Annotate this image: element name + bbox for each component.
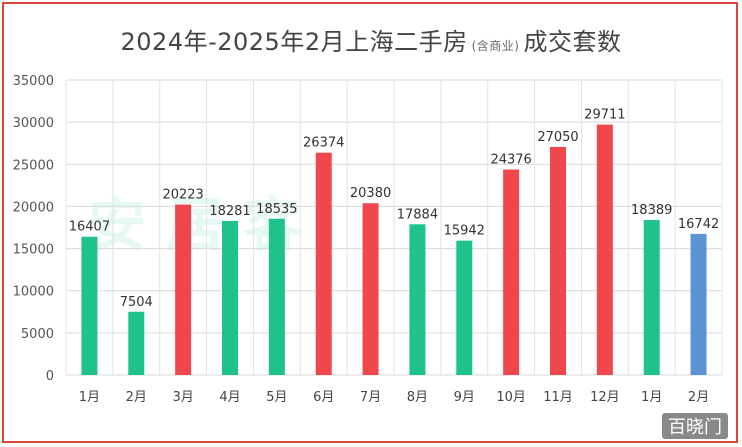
bar (503, 169, 520, 375)
bar (128, 311, 145, 375)
data-label: 27050 (537, 130, 578, 145)
y-tick-label: 15000 (13, 243, 54, 258)
x-tick-label: 4月 (219, 390, 240, 405)
data-label: 15942 (444, 224, 485, 239)
data-label: 16742 (678, 217, 719, 232)
bar (550, 147, 566, 375)
chart-title: 2024年-2025年2月上海二手房 (含商业) 成交套数 (0, 22, 742, 57)
title-small: (含商业) (471, 39, 520, 53)
data-label: 18535 (256, 202, 297, 217)
y-tick-label: 25000 (13, 158, 54, 173)
x-tick-label: 2月 (688, 390, 709, 405)
data-label: 18389 (631, 203, 672, 218)
y-tick-label: 5000 (21, 327, 54, 342)
bar (175, 204, 192, 375)
y-tick-label: 30000 (13, 116, 54, 131)
data-label: 29711 (584, 108, 625, 123)
bar (596, 124, 613, 376)
x-tick-label: 9月 (454, 390, 475, 405)
x-tick-label: 11月 (543, 390, 573, 405)
x-tick-label: 3月 (173, 390, 194, 405)
watermark: 安居客 (88, 191, 323, 259)
y-tick-label: 35000 (13, 74, 54, 89)
data-label: 24376 (490, 153, 531, 168)
title-main-a: 2024年-2025年2月上海二手房 (120, 28, 468, 56)
bar (81, 236, 98, 375)
bar (222, 220, 238, 375)
data-label: 16407 (69, 220, 110, 235)
bar (409, 224, 426, 375)
title-main-b: 成交套数 (523, 28, 622, 56)
x-tick-label: 6月 (313, 390, 334, 405)
bar (362, 203, 379, 375)
bar (643, 220, 660, 375)
x-tick-label: 1月 (641, 390, 662, 405)
x-tick-label: 2月 (126, 390, 147, 405)
data-label: 26374 (303, 136, 344, 151)
y-tick-label: 20000 (13, 200, 54, 215)
bar (456, 240, 473, 375)
data-label: 17884 (397, 207, 438, 222)
bar (690, 233, 707, 375)
data-label: 20380 (350, 186, 391, 201)
source-logo: 百晓门 (662, 413, 728, 439)
data-label: 7504 (120, 295, 153, 310)
x-tick-label: 5月 (266, 390, 287, 405)
x-tick-label: 12月 (590, 390, 620, 405)
bar (268, 218, 285, 375)
data-label: 20223 (162, 188, 203, 203)
x-tick-label: 10月 (496, 390, 526, 405)
bar (315, 152, 332, 375)
y-tick-label: 10000 (13, 285, 54, 300)
y-tick-label: 0 (46, 369, 54, 384)
x-tick-label: 1月 (79, 390, 100, 405)
x-tick-label: 8月 (407, 390, 428, 405)
x-tick-label: 7月 (360, 390, 381, 405)
data-label: 18281 (209, 204, 250, 219)
